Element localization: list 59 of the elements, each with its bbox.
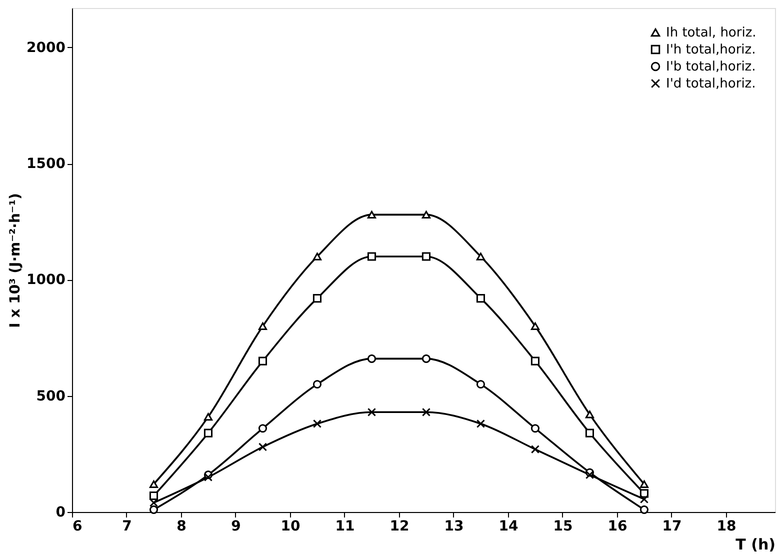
x-tick-label: 17 [662, 518, 682, 534]
y-tick-label: 1500 [26, 156, 66, 172]
point [312, 294, 322, 303]
point [312, 419, 322, 428]
legend-label: I'b total,horiz. [666, 60, 756, 74]
point [585, 410, 594, 418]
point [422, 210, 431, 219]
x-tick-label: 11 [335, 518, 355, 534]
point [640, 494, 648, 504]
y-tick-label: 0 [56, 504, 66, 520]
point [640, 505, 648, 514]
point [422, 252, 431, 261]
point [149, 491, 158, 500]
x-axis-title: T (h) [736, 536, 776, 554]
point [530, 445, 540, 454]
x-tick-label: 15 [553, 518, 573, 534]
y-axis-title: I x 10³ (J·m⁻²·h⁻¹) [8, 193, 24, 328]
point [640, 480, 648, 488]
point [204, 412, 213, 421]
point [367, 210, 376, 219]
point [476, 419, 486, 428]
point [530, 424, 540, 433]
legend-label: Ih total, horiz. [666, 26, 756, 40]
x-tick-label: 9 [231, 518, 241, 534]
point [422, 354, 431, 363]
point [258, 442, 268, 452]
point [149, 505, 158, 514]
point [585, 428, 594, 438]
point [476, 252, 486, 260]
point [258, 424, 268, 433]
x-tick-label: 16 [608, 518, 628, 534]
y-tick-label: 1000 [26, 272, 66, 288]
x-tick-label: 12 [390, 518, 410, 534]
x-tick-label: 6 [72, 518, 82, 534]
point [312, 380, 322, 389]
legend-label: I'd total,horiz. [666, 76, 756, 92]
x-tick-label: 14 [498, 518, 518, 534]
point [312, 252, 322, 260]
point [367, 252, 376, 261]
y-tick-label: 500 [36, 388, 66, 404]
point [422, 408, 431, 416]
point [258, 322, 268, 330]
point [204, 428, 213, 438]
x-tick-label: 7 [122, 518, 132, 534]
point [476, 294, 486, 303]
x-tick-label: 8 [176, 518, 186, 534]
y-tick-label: 2000 [26, 40, 66, 56]
point [367, 354, 376, 363]
x-tick-label: 13 [444, 518, 464, 534]
point [530, 356, 540, 366]
point [258, 356, 268, 366]
legend-label: I'h total,horiz. [666, 42, 756, 58]
point [367, 408, 376, 416]
point [476, 380, 486, 389]
x-tick-label: 18 [716, 518, 736, 534]
x-tick-label: 10 [280, 518, 300, 534]
point [585, 470, 594, 480]
point [530, 322, 540, 330]
point [149, 480, 158, 488]
